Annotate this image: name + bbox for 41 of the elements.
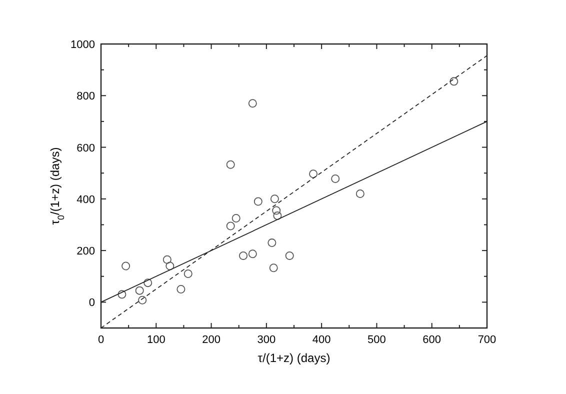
- point: [162, 255, 172, 264]
- x-tick-label: 100: [146, 334, 166, 346]
- x-axis-title: τ/(1+z) (days): [258, 351, 330, 365]
- point: [248, 99, 257, 108]
- y-tick-label: 400: [76, 194, 95, 206]
- point: [176, 285, 186, 294]
- x-tick-label: 400: [312, 334, 331, 346]
- x-tick-label: 700: [478, 334, 496, 346]
- x-tick-label: 0: [98, 334, 104, 346]
- x-tick-label: 500: [368, 334, 386, 346]
- point: [450, 77, 458, 86]
- x-tick-label: 600: [422, 334, 442, 346]
- y-tick-label: 200: [76, 246, 95, 258]
- point: [309, 170, 318, 178]
- point: [184, 270, 192, 278]
- point: [273, 211, 282, 220]
- point: [331, 174, 340, 184]
- point: [118, 290, 126, 299]
- point: [166, 262, 174, 270]
- point: [270, 194, 279, 204]
- point: [135, 286, 144, 295]
- point: [272, 206, 281, 215]
- y-tick-label: 0: [88, 297, 95, 310]
- point: [248, 250, 257, 258]
- point: [356, 189, 364, 198]
- x-tick-label: 300: [257, 334, 276, 346]
- point: [239, 251, 248, 260]
- point: [122, 262, 130, 270]
- point: [232, 214, 240, 223]
- point: [226, 160, 235, 169]
- point: [138, 296, 147, 304]
- point: [268, 238, 276, 248]
- y-tick-label: 1000: [70, 39, 95, 51]
- y-tick-label: 800: [76, 90, 95, 103]
- point: [226, 222, 235, 230]
- point: [144, 278, 152, 288]
- point: [285, 251, 294, 260]
- y-tick-label: 600: [76, 142, 95, 154]
- point: [269, 264, 278, 272]
- point: [254, 197, 262, 206]
- x-tick-label: 200: [202, 334, 220, 346]
